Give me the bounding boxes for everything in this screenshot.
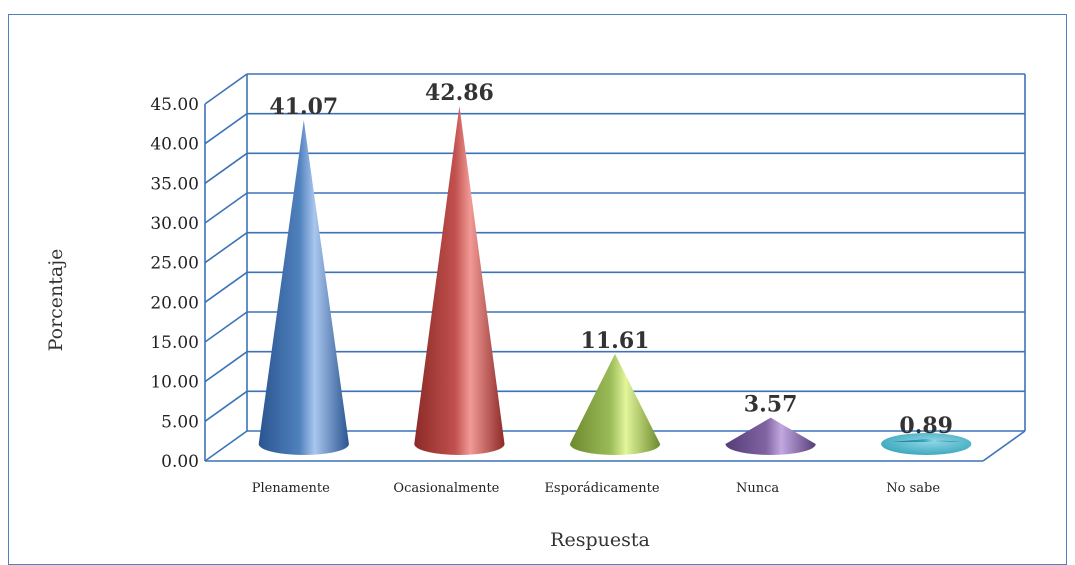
x-category-label: Plenamente [252, 481, 330, 496]
gridline [204, 152, 1025, 184]
cone-ocasionalmente [414, 105, 505, 456]
y-tick-label: 25.00 [150, 254, 199, 274]
y-axis-title: Porcentaje [45, 249, 67, 352]
x-axis-title: Respuesta [550, 529, 650, 551]
cones [258, 105, 972, 456]
gridline [204, 350, 1025, 383]
y-tick-label: 30.00 [150, 214, 199, 234]
gridline [204, 231, 1025, 264]
data-label: 41.07 [269, 94, 338, 120]
cone-espor-dicamente [569, 353, 661, 455]
y-tick-label: 35.00 [150, 174, 199, 194]
x-category-label: No sabe [886, 481, 940, 496]
x-category-label: Esporádicamente [544, 481, 659, 496]
y-tick-label: 15.00 [150, 333, 199, 353]
data-label: 3.57 [744, 392, 798, 418]
gridline [204, 112, 1025, 145]
y-tick-label: 45.00 [150, 95, 199, 115]
gridline [204, 73, 1025, 105]
data-label: 0.89 [899, 413, 953, 439]
y-tick-label: 40.00 [150, 135, 199, 155]
y-tick-label: 10.00 [150, 373, 199, 393]
gridline [204, 271, 1025, 303]
y-tick-label: 5.00 [161, 412, 199, 432]
x-axis-categories: Plenamente Ocasionalmente Esporádicamente N… [252, 481, 941, 496]
data-label: 11.61 [581, 328, 650, 354]
gridlines [204, 73, 1026, 462]
y-tick-label: 20.00 [150, 293, 199, 313]
data-label: 42.86 [425, 80, 494, 106]
cone-nunca [725, 417, 816, 455]
x-category-label: Ocasionalmente [393, 481, 499, 496]
y-tick-label: 0.00 [161, 452, 199, 472]
gridline [204, 311, 1025, 343]
y-axis-ticks: 0.00 5.00 10.00 15.00 20.00 25.00 30.00 35.00 40… [150, 95, 199, 472]
cone-plenamente [258, 120, 349, 456]
gridline [204, 390, 1025, 422]
cone-no-sabe [881, 433, 972, 455]
x-category-label: Nunca [736, 481, 779, 496]
gridline [204, 192, 1025, 224]
data-labels: 41.07 42.86 11.61 3.57 0.89 [269, 80, 953, 439]
